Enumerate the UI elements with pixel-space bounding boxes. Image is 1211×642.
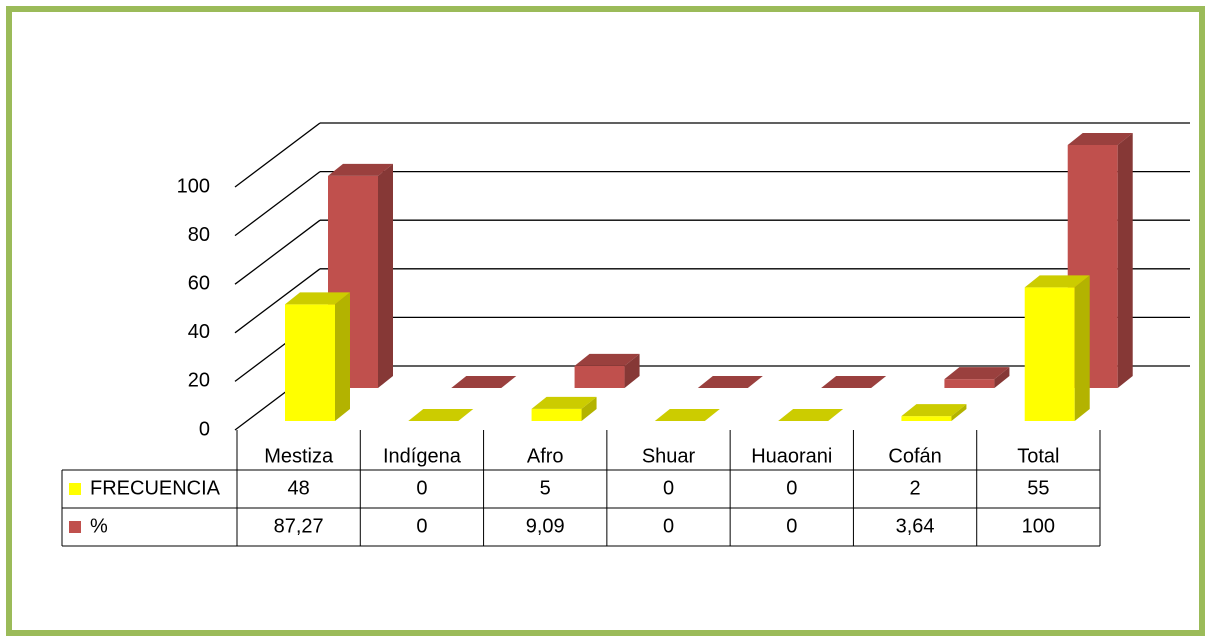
bar-front <box>1024 287 1075 421</box>
bar-side <box>994 367 1010 388</box>
data-label: 9,09 <box>526 515 565 537</box>
data-label: 0 <box>786 477 797 499</box>
bar-front <box>901 416 952 421</box>
bar-front <box>531 408 582 421</box>
bar-side <box>581 396 597 421</box>
x-tick-label: Total <box>1017 445 1059 467</box>
data-label: 87,27 <box>274 515 324 537</box>
bar-top <box>821 376 887 388</box>
data-label: 48 <box>288 477 310 499</box>
grid-line <box>234 171 321 237</box>
bar-side <box>378 163 393 388</box>
bar-side <box>624 353 640 388</box>
bar-side <box>335 292 350 421</box>
data-label: 0 <box>663 477 674 499</box>
data-label: 55 <box>1027 477 1049 499</box>
data-label: 5 <box>540 477 551 499</box>
x-tick-label: Cofán <box>888 445 941 467</box>
bar-top <box>451 376 517 388</box>
y-tick-label: 60 <box>188 272 210 294</box>
grid-line <box>234 268 321 334</box>
y-tick-label: 0 <box>199 418 210 440</box>
bar-top <box>574 353 640 366</box>
x-tick-label: Huaorani <box>751 445 832 467</box>
data-label: 0 <box>416 477 427 499</box>
y-tick-label: 40 <box>188 321 210 343</box>
bar-top <box>285 292 350 305</box>
bar-front <box>285 304 335 421</box>
grid-line <box>234 219 321 285</box>
bar-top <box>1024 275 1090 288</box>
data-label: 100 <box>1022 515 1055 537</box>
y-tick-label: 100 <box>177 175 210 197</box>
bar-side <box>951 404 967 421</box>
bar-top <box>1067 133 1133 145</box>
bar-top <box>778 409 844 421</box>
y-tick-label: 80 <box>188 224 210 246</box>
frame <box>6 6 1205 636</box>
bar-top <box>408 409 474 421</box>
data-label: 0 <box>663 515 674 537</box>
grid-line <box>234 122 321 188</box>
y-tick-label: 20 <box>188 370 210 392</box>
bar-side <box>1074 275 1090 421</box>
x-tick-label: Afro <box>527 445 564 467</box>
bar-top <box>531 396 597 409</box>
legend-key <box>69 483 81 495</box>
bar-side <box>1117 133 1133 388</box>
x-tick-label: Mestiza <box>264 445 334 467</box>
bar-top <box>901 404 967 417</box>
x-tick-label: Indígena <box>383 445 462 467</box>
legend-key <box>69 521 81 533</box>
bar-front <box>574 365 625 388</box>
bar-top <box>328 163 393 176</box>
bar-front <box>944 379 995 388</box>
legend-label: FRECUENCIA <box>90 477 221 499</box>
legend-label: % <box>90 515 108 537</box>
data-label: 0 <box>416 515 427 537</box>
data-label: 0 <box>786 515 797 537</box>
data-label: 3,64 <box>896 515 935 537</box>
data-label: 2 <box>910 477 921 499</box>
bar-top <box>654 409 720 421</box>
bar-top <box>944 367 1010 380</box>
x-tick-label: Shuar <box>642 445 696 467</box>
bar-top <box>697 376 763 388</box>
